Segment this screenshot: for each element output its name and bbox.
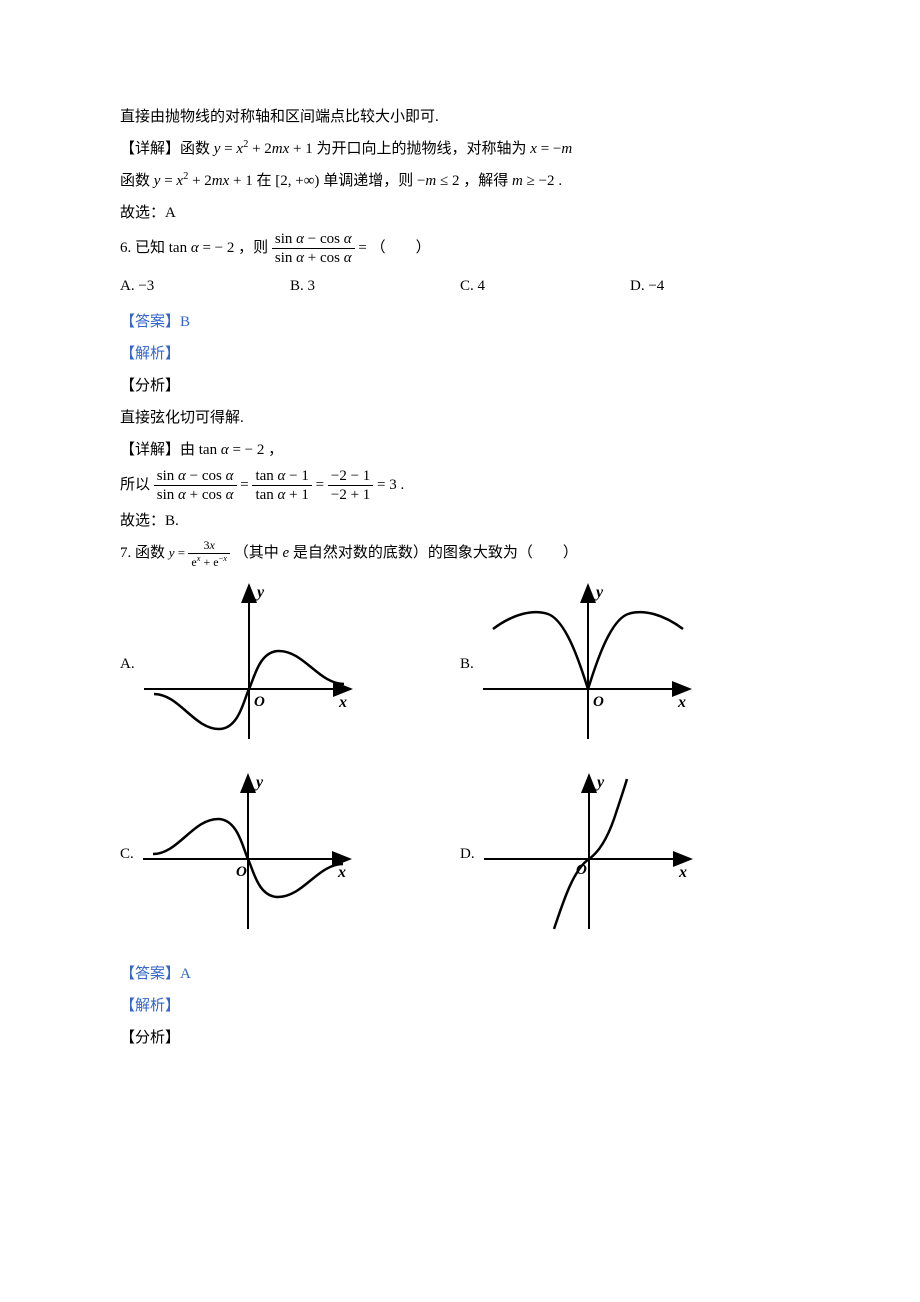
- graph-label-a: A.: [120, 649, 135, 679]
- option-b: B. 3: [290, 271, 460, 301]
- graph-cell-b: B. y x O: [460, 579, 800, 749]
- text: ，则: [238, 240, 272, 256]
- frac-1: sin α − cos α sin α + cos α: [154, 467, 237, 504]
- q6-fenxi-body: 直接弦化切可得解.: [120, 403, 800, 433]
- math-cond2: m ≥ −2: [512, 173, 555, 189]
- math-yeq: y =: [169, 545, 189, 560]
- q6-detail-line2: 所以 sin α − cos α sin α + cos α = tan α −…: [120, 467, 800, 504]
- text: ，: [268, 442, 283, 458]
- q7-stem: 7. 函数 y = 3x ex + e−x （其中 e 是自然对数的底数）的图象…: [120, 538, 800, 569]
- e-char: e: [283, 545, 290, 561]
- graph-d: y x O: [479, 769, 699, 939]
- q6-jiexi: 【解析】: [120, 339, 800, 369]
- option-d: D. −4: [630, 271, 800, 301]
- text: （ ）: [371, 240, 431, 256]
- svg-text:x: x: [677, 694, 686, 711]
- text: 单调递增，则: [323, 173, 417, 189]
- text: 【详解】由: [120, 442, 199, 458]
- q5-detail-line1: 【详解】函数 y = x2 + 2mx + 1 为开口向上的抛物线，对称轴为 x…: [120, 134, 800, 164]
- q6-options: A. −3 B. 3 C. 4 D. −4: [120, 271, 800, 301]
- svg-text:O: O: [593, 694, 604, 710]
- graph-cell-c: C. y x O: [120, 769, 460, 939]
- graph-row-1: A. y x O B. y x O: [120, 579, 800, 749]
- graph-cell-a: A. y x O: [120, 579, 460, 749]
- svg-text:O: O: [236, 864, 247, 880]
- svg-text:y: y: [255, 584, 265, 601]
- graph-label-d: D.: [460, 839, 475, 869]
- frac-sin-cos: sin α − cos α sin α + cos α: [272, 230, 355, 267]
- graph-label-c: C.: [120, 839, 134, 869]
- q7-number: 7.: [120, 545, 135, 561]
- text: （其中: [234, 545, 283, 561]
- text: 函数: [120, 173, 154, 189]
- svg-text:x: x: [678, 864, 687, 881]
- text: 【详解】函数: [120, 141, 214, 157]
- option-c: C. 4: [460, 271, 630, 301]
- result: = 3: [377, 477, 397, 493]
- math-axis: x = −m: [530, 141, 572, 157]
- q6-fenxi: 【分析】: [120, 371, 800, 401]
- math-interval: [2, +∞): [275, 173, 319, 189]
- q6-answer: 【答案】B: [120, 307, 800, 337]
- q6-detail-line1: 【详解】由 tan α = − 2 ，: [120, 435, 800, 465]
- graph-label-b: B.: [460, 649, 474, 679]
- eq-sign: =: [358, 240, 370, 256]
- option-a: A. −3: [120, 271, 290, 301]
- svg-text:y: y: [595, 774, 605, 791]
- q7-answer: 【答案】A: [120, 959, 800, 989]
- svg-text:y: y: [594, 584, 604, 601]
- svg-text:y: y: [254, 774, 264, 791]
- q5-fenxi-body: 直接由抛物线的对称轴和区间端点比较大小即可.: [120, 102, 800, 132]
- graph-row-2: C. y x O D. y x O: [120, 769, 800, 939]
- svg-text:x: x: [338, 694, 347, 711]
- frac-q7: 3x ex + e−x: [188, 538, 230, 569]
- graph-c: y x O: [138, 769, 358, 939]
- graph-cell-d: D. y x O: [460, 769, 800, 939]
- math-tan2: tan α = − 2: [199, 442, 265, 458]
- q7-fenxi: 【分析】: [120, 1023, 800, 1053]
- q6-choice: 故选：B.: [120, 506, 800, 536]
- text: .: [558, 173, 562, 189]
- text: 已知: [135, 240, 169, 256]
- q5-detail-line2: 函数 y = x2 + 2mx + 1 在 [2, +∞) 单调递增，则 −m …: [120, 166, 800, 196]
- graph-b: y x O: [478, 579, 698, 749]
- frac-2: tan α − 1 tan α + 1: [252, 467, 311, 504]
- text: 函数: [135, 545, 169, 561]
- text: 为开口向上的抛物线，对称轴为: [317, 141, 531, 157]
- q5-choice: 故选：A: [120, 198, 800, 228]
- svg-text:x: x: [337, 864, 346, 881]
- text: .: [401, 477, 405, 493]
- q6-number: 6.: [120, 240, 135, 256]
- math-parabola2: y = x2 + 2mx + 1: [154, 173, 253, 189]
- math-cond1: −m ≤ 2: [417, 173, 460, 189]
- math-parabola: y = x2 + 2mx + 1: [214, 141, 313, 157]
- eq1: =: [240, 477, 252, 493]
- text: 在: [257, 173, 276, 189]
- frac-3: −2 − 1 −2 + 1: [328, 467, 373, 504]
- q7-jiexi: 【解析】: [120, 991, 800, 1021]
- text: 是自然对数的底数）的图象大致为（ ）: [293, 545, 578, 561]
- text: 所以: [120, 477, 154, 493]
- graph-a: y x O: [139, 579, 359, 749]
- eq2: =: [316, 477, 328, 493]
- math-tan: tan α = − 2: [169, 240, 235, 256]
- text: ，解得: [463, 173, 512, 189]
- q6-stem: 6. 已知 tan α = − 2 ，则 sin α − cos α sin α…: [120, 230, 800, 267]
- svg-text:O: O: [254, 694, 265, 710]
